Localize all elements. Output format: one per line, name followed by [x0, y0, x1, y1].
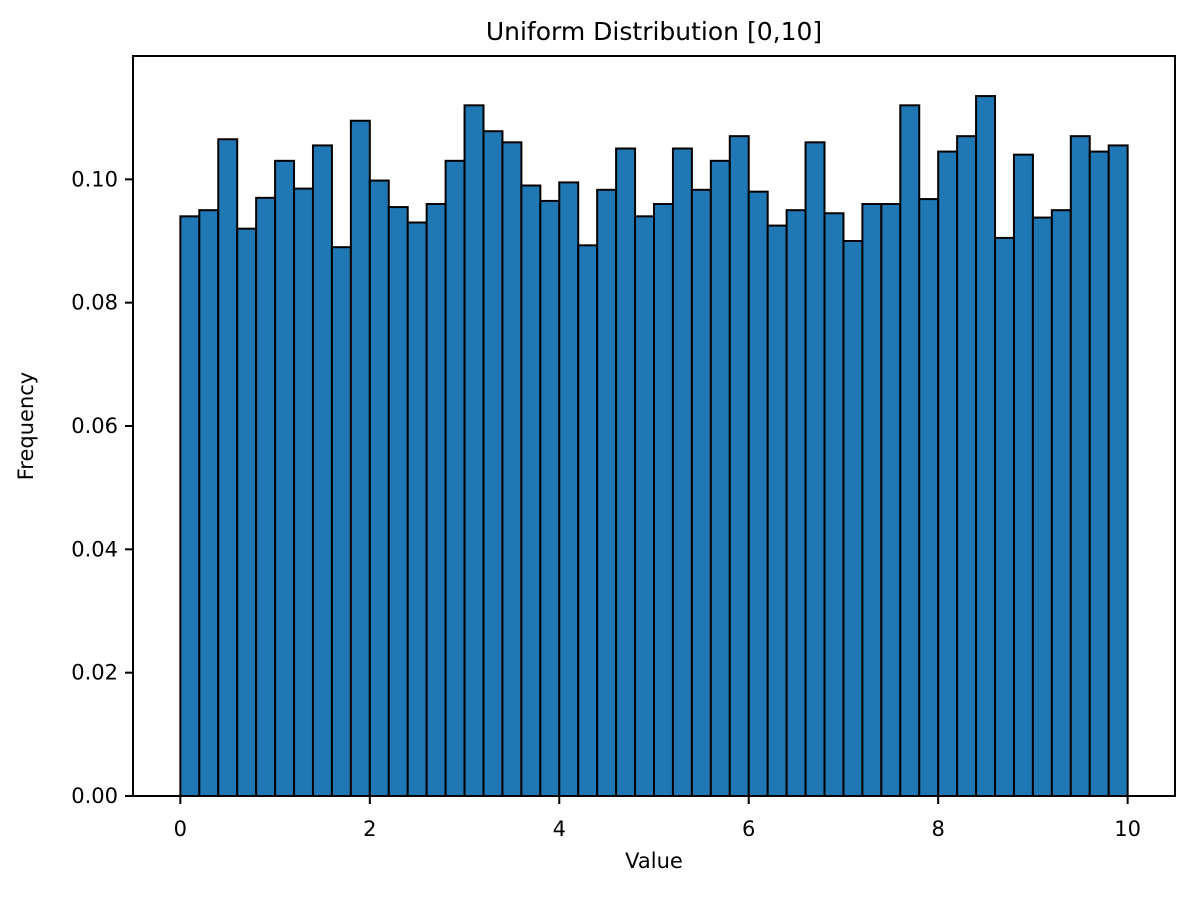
histogram-bar	[747, 190, 769, 798]
x-tick-label: 0	[174, 817, 187, 841]
histogram-bar	[937, 150, 959, 797]
histogram-bar	[1031, 216, 1053, 797]
histogram-bar	[956, 135, 978, 798]
axes-layer: 0 2 4 6 8 10 0.00 0.02 0.04 0.06 0.08 0.10	[71, 55, 1176, 841]
histogram-bar	[406, 221, 428, 797]
x-tick-label: 4	[553, 817, 566, 841]
histogram-bar	[482, 130, 504, 798]
histogram-bar	[463, 104, 485, 797]
histogram-bar	[236, 227, 258, 798]
histogram-bar	[520, 184, 542, 797]
histogram-bar	[444, 159, 466, 797]
histogram-bar	[709, 159, 731, 797]
histogram-bar	[1107, 144, 1129, 798]
histogram-bar	[425, 203, 447, 797]
x-axis-label: Value	[625, 849, 683, 873]
histogram-bar	[899, 104, 921, 797]
histogram-bar	[330, 246, 352, 798]
histogram-bar	[596, 188, 618, 797]
y-tick-label: 0.10	[71, 167, 118, 191]
histogram-bar	[994, 236, 1015, 798]
histogram-bar	[861, 203, 883, 797]
chart-title: Uniform Distribution [0,10]	[486, 17, 822, 46]
histogram-bar	[255, 196, 277, 797]
histogram-bar	[918, 198, 940, 797]
histogram-bar	[539, 199, 561, 798]
histogram-bar	[198, 209, 220, 798]
bars-layer	[179, 95, 1129, 798]
y-tick-label: 0.04	[71, 537, 118, 561]
histogram-bar	[728, 135, 750, 798]
histogram-bar	[387, 206, 409, 797]
x-tick-label: 2	[363, 817, 376, 841]
y-tick-label: 0.00	[71, 784, 118, 808]
histogram-bar	[293, 187, 314, 797]
histogram-bar	[558, 181, 580, 798]
histogram-bar	[804, 141, 826, 797]
histogram-bar	[1088, 150, 1110, 797]
y-axis-label: Frequency	[14, 372, 38, 481]
histogram-bar	[634, 215, 655, 797]
histogram-bar	[785, 209, 807, 798]
x-tick-label: 6	[742, 817, 755, 841]
histogram-bar	[690, 188, 712, 797]
histogram-bar	[653, 203, 674, 797]
histogram-bar	[368, 179, 390, 797]
histogram-bar	[311, 144, 333, 798]
histogram-bar	[842, 240, 864, 797]
histogram-bar	[577, 244, 599, 797]
axes-spines	[132, 55, 1176, 797]
histogram-bar	[880, 203, 902, 797]
histogram-bar	[823, 212, 845, 797]
histogram-bar	[1050, 209, 1072, 798]
x-tick-label: 8	[931, 817, 944, 841]
y-tick-label: 0.06	[71, 414, 118, 438]
histogram-bar	[1069, 135, 1091, 798]
histogram-bar	[501, 141, 523, 797]
histogram-bar	[1012, 153, 1034, 798]
histogram-bar	[671, 147, 693, 797]
histogram-bar	[975, 95, 997, 797]
y-tick-label: 0.02	[71, 661, 118, 685]
histogram-bar	[349, 119, 371, 797]
histogram-bar	[217, 138, 239, 797]
histogram-bar	[766, 224, 788, 797]
y-tick-label: 0.08	[71, 291, 118, 315]
histogram-bar	[615, 147, 637, 797]
histogram-bar	[274, 159, 296, 797]
x-tick-label: 10	[1114, 817, 1141, 841]
histogram-bar	[179, 215, 201, 797]
